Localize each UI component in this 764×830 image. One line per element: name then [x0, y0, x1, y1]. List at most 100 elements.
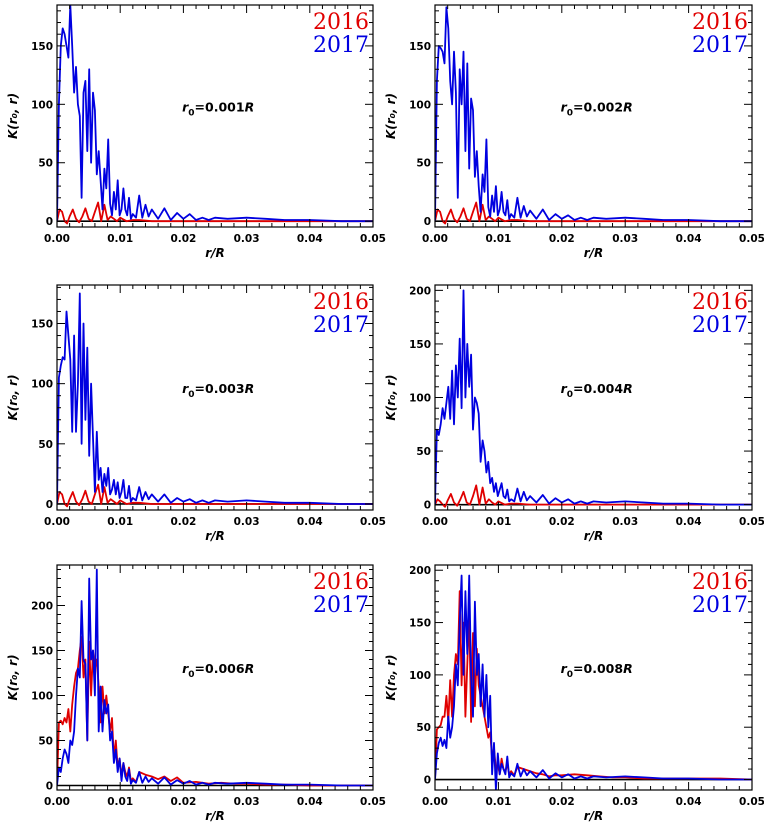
- annotation-value: =0.001: [195, 100, 245, 115]
- x-tick-label: 0.01: [485, 516, 511, 528]
- x-tick-label: 0.04: [676, 796, 702, 808]
- y-tick-label: 100: [409, 670, 431, 682]
- legend-entry-2017: 2017: [313, 593, 369, 618]
- y-tick-label: 50: [38, 736, 53, 748]
- x-tick-label: 0.05: [360, 516, 386, 528]
- x-tick-label: 0.02: [170, 516, 196, 528]
- x-tick-label: 0.05: [739, 516, 764, 528]
- y-axis-title: K(r₀, r): [6, 654, 20, 700]
- y-tick-label: 100: [409, 393, 431, 405]
- series-line-2016: [57, 483, 373, 508]
- y-tick-label: 50: [38, 439, 53, 451]
- x-axis-title: r/R: [205, 809, 225, 823]
- chart-panel: 0.00 0.01 0.02 0.03 0.04 0.05 0 50 100 150 r/R K(r₀…: [6, 284, 386, 543]
- x-tick-label: 0.03: [612, 233, 638, 245]
- y-tick-label: 150: [31, 646, 53, 658]
- x-tick-label: 0.01: [107, 796, 133, 808]
- chart-panel: 0.00 0.01 0.02 0.03 0.04 0.05 0 50 100 150 200 r/R K…: [384, 284, 764, 543]
- x-tick-label: 0.05: [360, 233, 386, 245]
- x-tick-label: 0.01: [107, 516, 133, 528]
- legend-entry-2017: 2017: [692, 33, 748, 58]
- y-tick-label: 50: [416, 722, 431, 734]
- x-tick-label: 0.01: [485, 796, 511, 808]
- x-tick-label: 0.00: [422, 516, 448, 528]
- annotation-r0: r0=0.006R: [182, 661, 254, 680]
- legend-entry-2017: 2017: [692, 593, 748, 618]
- annotation-r0: r0=0.001R: [182, 100, 254, 119]
- y-axis-title: K(r₀, r): [384, 93, 398, 139]
- plot-frame: [56, 284, 374, 511]
- series-line-2016: [435, 201, 752, 225]
- legend-entry-2016: 2016: [692, 570, 748, 595]
- x-tick-label: 0.05: [739, 233, 764, 245]
- x-tick-label: 0.04: [676, 233, 702, 245]
- y-axis-title: K(r₀, r): [384, 374, 398, 420]
- x-tick-label: 0.01: [107, 233, 133, 245]
- x-axis-title: r/R: [205, 246, 225, 260]
- plot-frame: [434, 564, 753, 791]
- annotation-unit: R: [623, 381, 633, 396]
- chart-panel: 0.00 0.01 0.02 0.03 0.04 0.05 0 50 100 150 r/R K(r₀…: [384, 4, 764, 260]
- series-line-2017: [57, 292, 373, 505]
- y-tick-label: 0: [46, 781, 53, 793]
- legend-entry-2017: 2017: [313, 313, 369, 338]
- annotation-value: =0.002: [573, 100, 623, 115]
- y-tick-label: 0: [424, 216, 431, 228]
- annotation-r0: r0=0.008R: [561, 661, 633, 680]
- annotation-subscript: 0: [188, 670, 194, 680]
- x-tick-label: 0.02: [549, 516, 575, 528]
- legend-entry-2017: 2017: [692, 313, 748, 338]
- annotation-symbol: r: [561, 661, 568, 676]
- x-tick-label: 0.05: [739, 796, 764, 808]
- y-tick-label: 200: [409, 285, 431, 297]
- chart-panel: 0.00 0.01 0.02 0.03 0.04 0.05 0 50 100 150 200 r/R K…: [6, 564, 386, 823]
- y-tick-label: 150: [31, 319, 53, 331]
- y-tick-label: 0: [424, 500, 431, 512]
- x-tick-label: 0.03: [234, 516, 260, 528]
- y-tick-label: 100: [31, 99, 53, 111]
- annotation-symbol: r: [182, 661, 189, 676]
- x-tick-label: 0.03: [234, 233, 260, 245]
- x-tick-label: 0.00: [422, 796, 448, 808]
- series-line-2017: [57, 5, 373, 223]
- annotation-subscript: 0: [567, 109, 573, 119]
- annotation-subscript: 0: [567, 390, 573, 400]
- annotation-value: =0.008: [573, 661, 623, 676]
- x-tick-label: 0.03: [612, 796, 638, 808]
- chart-panel: 0.00 0.01 0.02 0.03 0.04 0.05 0 50 100 150 r/R K(r₀…: [6, 4, 386, 260]
- series-line-2016: [435, 484, 752, 508]
- legend-entry-2016: 2016: [692, 10, 748, 35]
- y-tick-label: 0: [46, 216, 53, 228]
- x-tick-label: 0.02: [170, 233, 196, 245]
- annotation-unit: R: [245, 381, 255, 396]
- x-tick-label: 0.02: [170, 796, 196, 808]
- series-line-2017: [435, 574, 752, 790]
- x-tick-label: 0.04: [297, 233, 323, 245]
- x-tick-label: 0.04: [297, 516, 323, 528]
- legend-entry-2016: 2016: [313, 10, 369, 35]
- y-tick-label: 150: [409, 618, 431, 630]
- annotation-r0: r0=0.003R: [182, 381, 254, 400]
- series-line-2017: [435, 6, 752, 223]
- annotation-symbol: r: [182, 100, 189, 115]
- y-tick-label: 50: [416, 158, 431, 170]
- y-tick-label: 100: [409, 99, 431, 111]
- y-tick-label: 150: [409, 339, 431, 351]
- x-tick-label: 0.02: [549, 796, 575, 808]
- chart-panel: 0.00 0.01 0.02 0.03 0.04 0.05 0 50 100 150 200 r/R K…: [384, 564, 764, 823]
- annotation-symbol: r: [561, 381, 568, 396]
- y-tick-label: 200: [31, 601, 53, 613]
- x-tick-label: 0.00: [44, 796, 70, 808]
- annotation-value: =0.003: [195, 381, 245, 396]
- x-axis-title: r/R: [584, 529, 604, 543]
- x-tick-label: 0.00: [44, 516, 70, 528]
- x-tick-label: 0.03: [612, 516, 638, 528]
- series-line-2017: [435, 289, 752, 506]
- x-tick-label: 0.00: [44, 233, 70, 245]
- x-tick-label: 0.02: [549, 233, 575, 245]
- annotation-value: =0.004: [573, 381, 623, 396]
- annotation-unit: R: [245, 100, 255, 115]
- annotation-symbol: r: [182, 381, 189, 396]
